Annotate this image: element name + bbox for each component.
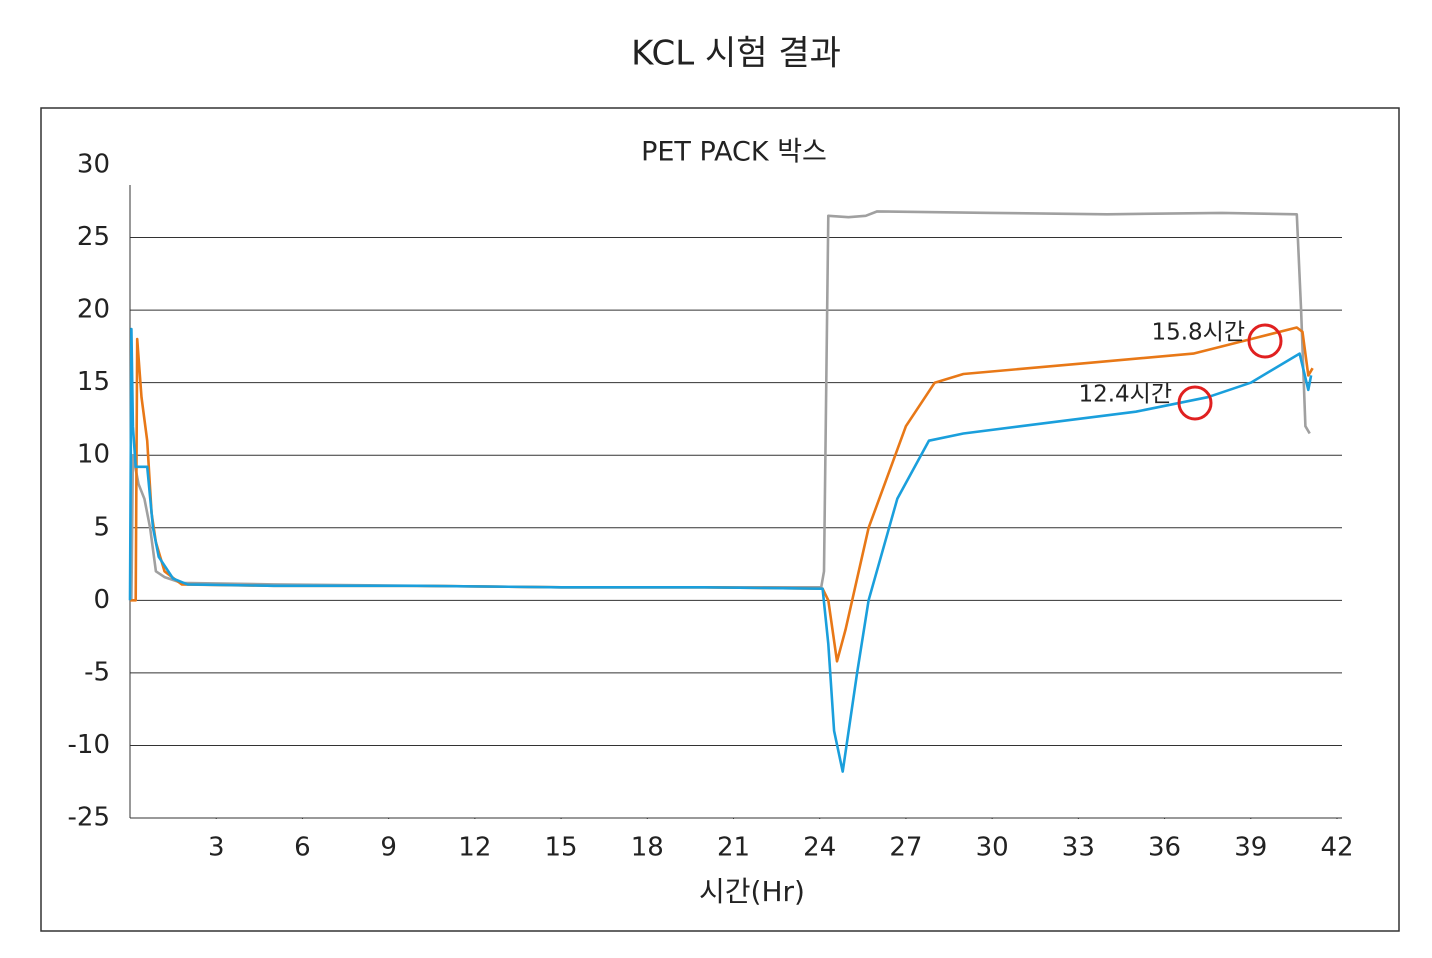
y-tick-label: 15 [77,367,110,397]
y-tick-label: -5 [84,657,110,687]
x-tick-label: 27 [889,833,922,863]
annotation-circle [1247,323,1283,359]
series-line [130,326,1314,663]
series-line [128,327,1313,773]
y-tick-label: 5 [93,512,110,542]
x-axis-label: 시간(Hr) [699,875,805,908]
y-tick-label: 25 [77,222,110,252]
y-tick-label: 30 [77,150,110,180]
x-tick-label: 6 [294,833,311,863]
annotation: 12.4시간 [1078,382,1172,408]
series-line [130,210,1311,601]
x-tick-label: 39 [1234,833,1267,863]
x-tick-label: 18 [631,833,664,863]
x-tick-label: 30 [976,833,1009,863]
x-tick-label: 33 [1062,833,1095,863]
chart-frame [40,107,1400,932]
x-tick-label: 9 [380,833,397,863]
x-tick-label: 36 [1148,833,1181,863]
annotation-circle [1177,385,1213,421]
x-tick-label: 42 [1320,833,1353,863]
y-tick-label: -10 [68,730,110,760]
x-tick-label: 24 [803,833,836,863]
y-tick-label: 10 [77,440,110,470]
y-tick-label: 0 [93,585,110,615]
x-tick-label: 12 [458,833,491,863]
x-tick-label: 21 [717,833,750,863]
x-tick-label: 3 [208,833,225,863]
page-title: KCL 시험 결과 [631,34,841,74]
annotation: 15.8시간 [1151,320,1245,346]
chart-title: PET PACK 박스 [641,137,827,168]
y-tick-label: -25 [68,803,110,833]
y-tick-label: 20 [77,295,110,325]
x-tick-label: 15 [545,833,578,863]
annotations: 15.8시간 12.4시간 [1078,320,1283,421]
